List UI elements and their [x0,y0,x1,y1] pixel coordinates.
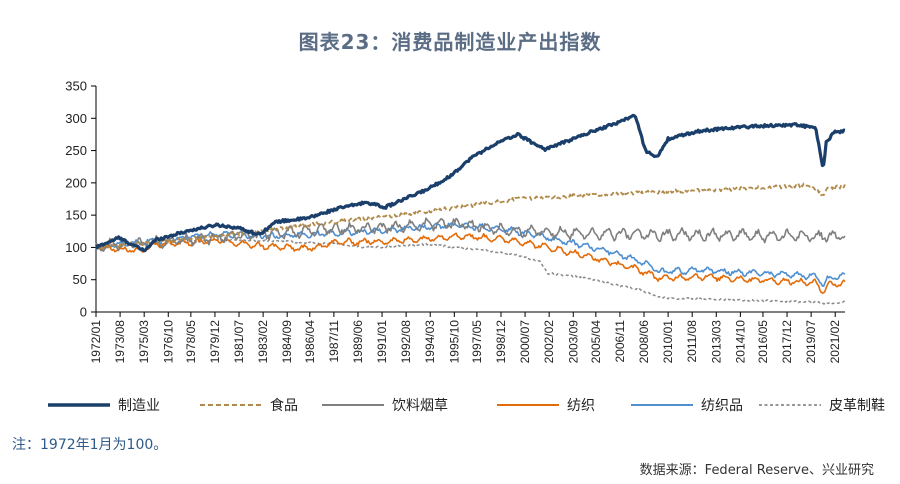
x-tick-label: 1992/08 [399,320,413,364]
x-tick-label: 1997/05 [470,320,484,364]
x-tick-label: 1994/03 [423,320,437,364]
x-tick-label: 1986/04 [303,320,317,364]
x-tick-label: 1998/12 [494,320,508,364]
x-tick-label: 2011/08 [685,320,699,363]
y-tick-label: 0 [80,305,87,320]
x-tick-label: 1989/06 [351,320,365,364]
x-tick-label: 1987/11 [327,320,341,363]
y-tick-label: 250 [65,143,87,158]
x-tick-label: 2003/09 [566,320,580,364]
chart-title: 图表23：消费品制造业产出指数 [298,30,602,54]
series-line [94,113,846,253]
x-tick-label: 2008/06 [637,320,651,364]
legend-label: 皮革制鞋 [829,398,885,414]
x-tick-label: 2019/07 [804,320,818,364]
x-tick-label: 2006/11 [613,320,627,363]
x-tick-label: 2013/03 [709,320,723,364]
data-source: 数据来源：Federal Reserve、兴业研究 [639,463,874,478]
axes: 0 50 100 150 200 250 300 350 1972/01 1973/08 1975/… [65,79,845,364]
legend-label: 食品 [270,397,298,414]
y-tick-label: 350 [65,79,87,94]
x-tick-label: 1984/09 [280,320,294,364]
x-tick-label: 2002/02 [542,320,556,364]
y-tick-label: 300 [65,111,87,126]
series-line [95,217,846,252]
y-tick-label: 50 [73,272,87,287]
x-tick-label: 1995/10 [447,320,461,364]
series-lines [94,113,846,306]
x-tick-label: 2000/07 [518,320,532,364]
legend-label: 饮料烟草 [392,398,448,414]
legend-label: 制造业 [118,398,160,414]
x-tick-label: 1983/02 [256,320,270,364]
y-tick-label: 200 [65,175,87,190]
x-tick-label: 2014/10 [733,320,747,364]
x-tick-label: 1991/01 [375,320,389,364]
x-tick-label: 2021/02 [828,320,842,364]
x-tick-label: 1981/07 [232,320,246,364]
x-tick-label: 1979/12 [208,320,222,364]
legend-label: 纺织 [567,398,595,414]
x-tick-label: 1976/10 [161,320,175,364]
x-tick-label: 1978/05 [184,320,198,364]
x-tick-label: 1972/01 [89,320,103,364]
series-line [95,182,846,250]
x-tick-label: 2005/04 [589,320,603,364]
x-tick-label: 1973/08 [113,320,127,364]
legend: 制造业 食品 饮料烟草 纺织 纺织品 皮革制鞋 [48,397,885,414]
x-tick-label: 2017/12 [780,320,794,364]
y-tick-label: 150 [65,208,87,223]
series-line [95,221,846,287]
legend-label: 纺织品 [701,398,743,414]
chart-note: 注：1972年1月为100。 [12,437,168,453]
series-line [95,232,846,294]
x-tick-label: 2016/05 [756,320,770,364]
y-tick-label: 100 [65,240,87,255]
x-tick-label: 1975/03 [137,320,151,364]
x-tick-label: 2010/01 [661,320,675,364]
